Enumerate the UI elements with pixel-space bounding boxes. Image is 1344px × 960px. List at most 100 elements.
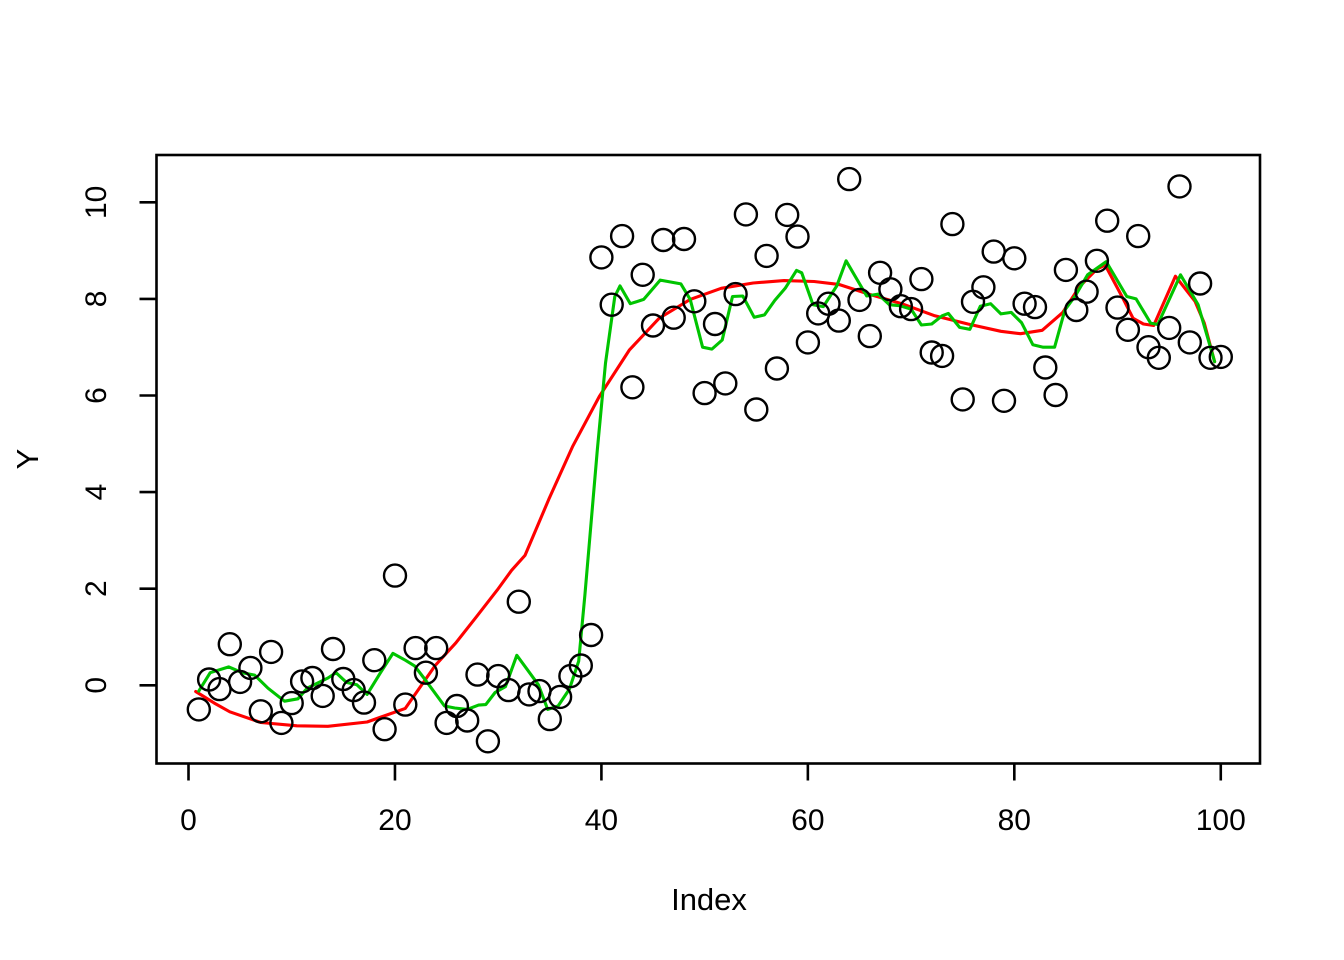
data-point <box>764 356 790 381</box>
x-tick-label: 20 <box>378 804 411 837</box>
data-point <box>620 375 645 400</box>
data-point <box>950 387 975 412</box>
y-tick-label: 8 <box>80 291 113 308</box>
data-point <box>1115 317 1141 342</box>
y-axis-title: Y <box>10 449 45 470</box>
data-point <box>465 662 490 687</box>
data-point <box>1125 223 1151 249</box>
data-point <box>1053 257 1079 283</box>
data-point <box>506 589 531 614</box>
data-point <box>713 371 738 396</box>
data-point <box>382 563 408 588</box>
smooth-fit-line <box>194 263 1217 728</box>
data-point <box>744 397 769 422</box>
y-tick-label: 0 <box>80 677 113 694</box>
data-point <box>1167 174 1192 199</box>
data-point <box>960 289 986 314</box>
series-lines <box>194 259 1217 728</box>
data-point <box>1198 345 1223 370</box>
data-point <box>929 343 955 369</box>
data-point <box>940 211 965 237</box>
data-point <box>475 729 501 754</box>
y-tick-label: 10 <box>80 186 113 219</box>
data-point <box>320 636 346 662</box>
y-tick-label: 6 <box>80 387 113 404</box>
data-point <box>238 655 263 681</box>
data-point <box>630 262 655 287</box>
x-tick-label: 100 <box>1196 804 1246 837</box>
data-point <box>589 245 614 270</box>
data-point <box>1208 344 1234 370</box>
data-point <box>991 388 1017 413</box>
data-point <box>919 340 944 365</box>
data-point <box>269 710 294 736</box>
moving-average-line <box>197 259 1217 711</box>
data-point <box>692 380 717 406</box>
data-point <box>609 223 635 249</box>
data-point <box>1105 295 1130 320</box>
data-point <box>733 202 759 227</box>
data-point <box>878 277 903 302</box>
data-point <box>1074 279 1099 304</box>
data-point <box>434 710 459 736</box>
data-point <box>981 239 1006 264</box>
data-point <box>599 292 624 317</box>
data-point <box>537 706 562 732</box>
data-point <box>754 243 779 269</box>
data-point <box>362 648 387 673</box>
x-axis-title: Index <box>671 882 747 917</box>
data-point <box>1033 355 1058 380</box>
x-tick-label: 40 <box>585 804 618 837</box>
data-point <box>847 287 872 313</box>
data-point <box>310 683 335 709</box>
x-axis: 0 20 40 60 80 100 <box>180 763 1246 837</box>
data-point <box>279 690 304 716</box>
data-point <box>372 717 397 742</box>
data-point <box>1156 315 1182 341</box>
data-point <box>1043 382 1068 408</box>
data-point <box>568 653 593 678</box>
data-point <box>723 281 748 307</box>
plot-box <box>155 153 1262 765</box>
y-tick-label: 4 <box>80 484 113 501</box>
data-point <box>661 305 686 330</box>
data-point <box>682 289 707 314</box>
data-point <box>455 708 480 733</box>
data-point <box>1146 345 1172 370</box>
data-point <box>888 294 913 319</box>
data-point <box>702 311 728 337</box>
data-point <box>547 684 573 710</box>
data-point <box>1177 330 1203 355</box>
data-point <box>785 224 810 249</box>
data-point <box>1064 297 1089 323</box>
y-tick-label: 2 <box>80 580 113 597</box>
x-tick-label: 0 <box>180 804 197 837</box>
series-points <box>186 166 1234 754</box>
data-point <box>1084 248 1110 273</box>
data-point <box>671 226 697 252</box>
data-point <box>1022 294 1048 320</box>
data-point <box>1012 291 1037 316</box>
data-point <box>640 313 666 338</box>
data-point <box>775 202 800 228</box>
data-point <box>867 260 893 285</box>
data-point <box>1002 246 1027 271</box>
data-point <box>1094 208 1120 233</box>
data-point <box>909 266 934 292</box>
plot-frame <box>155 153 1262 765</box>
data-point <box>517 682 542 707</box>
data-point <box>393 692 418 717</box>
y-axis: 0 2 4 6 8 10 <box>80 186 157 694</box>
data-point <box>578 622 604 648</box>
data-point <box>826 308 851 333</box>
data-point <box>403 635 428 661</box>
data-point <box>795 330 821 355</box>
data-point <box>857 323 882 349</box>
data-point <box>351 690 377 715</box>
data-point <box>1187 271 1213 296</box>
data-point <box>971 275 996 300</box>
data-point <box>424 635 449 661</box>
x-tick-label: 60 <box>791 804 824 837</box>
